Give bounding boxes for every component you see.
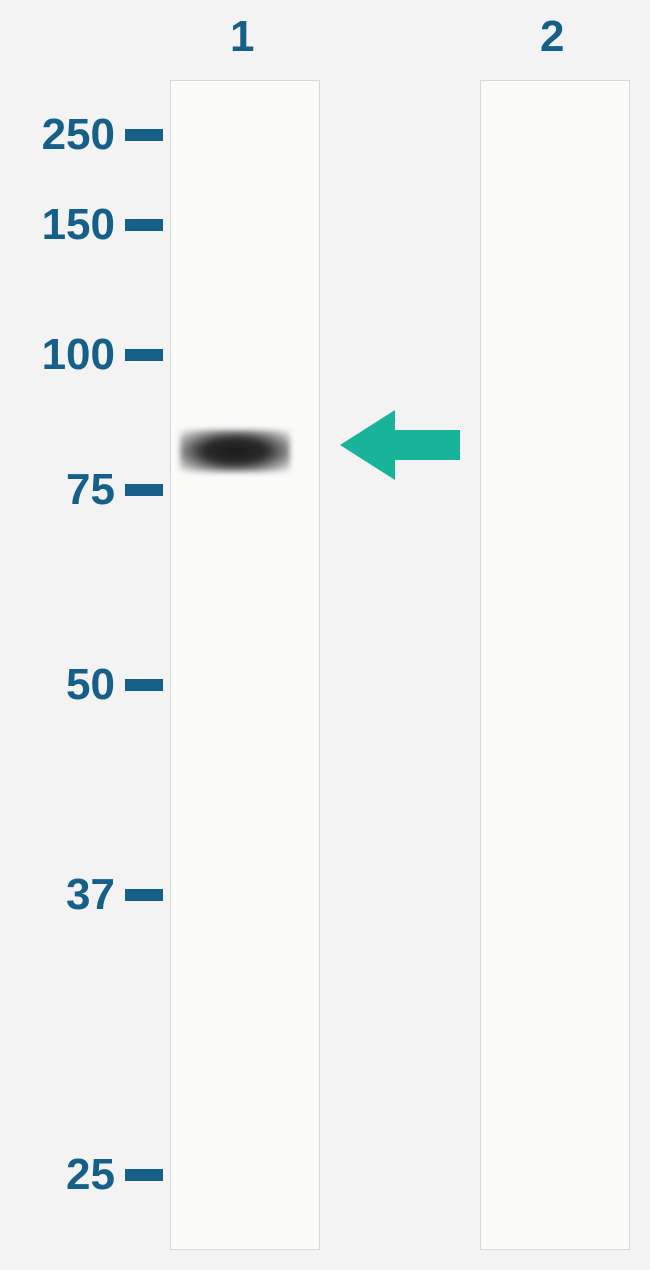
mw-label-50: 50: [66, 663, 115, 707]
mw-tick-75: [125, 484, 163, 496]
mw-label-150: 150: [42, 203, 115, 247]
band-arrow-icon: [340, 405, 460, 485]
western-blot-figure: 1 2 250 150 100 75 50 37 25: [0, 0, 650, 1270]
mw-label-100: 100: [42, 333, 115, 377]
lane-2-label: 2: [540, 12, 564, 62]
mw-label-25: 25: [66, 1153, 115, 1197]
mw-tick-150: [125, 219, 163, 231]
mw-tick-250: [125, 129, 163, 141]
mw-tick-50: [125, 679, 163, 691]
mw-tick-37: [125, 889, 163, 901]
band-lane1: [180, 430, 290, 472]
mw-tick-100: [125, 349, 163, 361]
lane-2-strip: [480, 80, 630, 1250]
lane-1-label: 1: [230, 12, 254, 62]
lane-1-strip: [170, 80, 320, 1250]
mw-label-250: 250: [42, 113, 115, 157]
mw-label-37: 37: [66, 873, 115, 917]
mw-label-75: 75: [66, 468, 115, 512]
mw-tick-25: [125, 1169, 163, 1181]
